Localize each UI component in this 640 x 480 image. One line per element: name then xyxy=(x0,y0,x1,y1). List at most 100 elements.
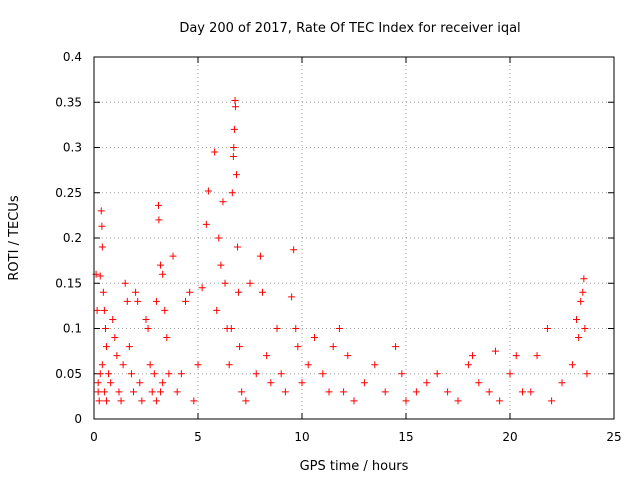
data-point xyxy=(215,234,223,242)
data-point xyxy=(454,397,462,405)
y-tick-label: 0.2 xyxy=(63,231,82,245)
data-point xyxy=(263,352,271,360)
data-point xyxy=(310,334,318,342)
data-point xyxy=(325,388,333,396)
data-point xyxy=(580,275,588,283)
data-point xyxy=(412,388,420,396)
data-point xyxy=(292,325,300,332)
data-point xyxy=(105,370,113,378)
data-point xyxy=(211,148,219,156)
data-point xyxy=(132,288,140,296)
data-point xyxy=(548,397,556,405)
data-point xyxy=(329,343,337,351)
data-point xyxy=(148,388,156,396)
data-point xyxy=(221,279,229,287)
data-point xyxy=(277,370,285,378)
data-point xyxy=(335,325,343,332)
data-point xyxy=(102,343,110,351)
data-point xyxy=(273,325,281,332)
y-tick-label: 0.35 xyxy=(55,95,82,109)
data-point xyxy=(228,189,236,197)
data-point xyxy=(113,352,121,360)
data-point xyxy=(99,288,107,296)
data-point xyxy=(242,397,250,405)
data-point xyxy=(573,315,581,323)
data-point xyxy=(155,216,163,224)
data-point xyxy=(433,370,441,378)
data-point xyxy=(127,370,135,378)
data-point xyxy=(109,315,117,323)
data-point xyxy=(229,153,237,161)
y-tick-label: 0 xyxy=(74,412,82,426)
data-point xyxy=(204,187,212,195)
data-point xyxy=(398,370,406,378)
data-point xyxy=(165,370,173,378)
data-point xyxy=(230,125,238,133)
data-point xyxy=(558,379,566,387)
data-point xyxy=(159,379,167,387)
data-point xyxy=(100,388,108,396)
x-axis-label: GPS time / hours xyxy=(300,459,409,474)
data-point xyxy=(230,144,238,151)
data-point xyxy=(402,397,410,405)
data-point xyxy=(161,306,169,314)
data-point xyxy=(319,370,327,378)
x-tick-label: 5 xyxy=(194,430,202,444)
data-point xyxy=(304,361,312,369)
data-point xyxy=(581,325,589,332)
data-point xyxy=(469,352,477,360)
data-point xyxy=(246,279,254,287)
data-point xyxy=(236,343,244,351)
data-point xyxy=(267,379,275,387)
data-point xyxy=(94,379,102,387)
data-point xyxy=(290,246,298,254)
data-point xyxy=(119,361,127,369)
data-point xyxy=(227,325,235,332)
data-point xyxy=(371,361,379,369)
data-point xyxy=(95,397,103,405)
data-point xyxy=(235,288,243,296)
y-tick-label: 0.25 xyxy=(55,186,82,200)
data-point xyxy=(100,306,108,314)
data-point xyxy=(350,397,358,405)
data-point xyxy=(252,370,260,378)
data-point xyxy=(102,397,110,405)
data-point xyxy=(518,388,526,396)
data-point xyxy=(217,261,225,269)
grid-lines xyxy=(94,57,614,419)
data-point xyxy=(97,207,105,215)
tick-labels: 0 5 10 15 20 25 0 0.05 0.1 0.15 0.2 0.25 0.3 0.35 0.4 xyxy=(55,50,621,444)
data-point xyxy=(506,370,514,378)
data-point xyxy=(194,361,202,369)
data-point xyxy=(281,388,289,396)
data-point xyxy=(98,361,106,369)
data-point xyxy=(173,388,181,396)
data-point xyxy=(231,96,239,104)
data-point xyxy=(496,397,504,405)
data-point xyxy=(125,343,133,351)
data-point xyxy=(298,379,306,387)
data-point xyxy=(123,297,131,305)
data-point xyxy=(444,388,452,396)
data-point xyxy=(96,272,104,280)
data-point xyxy=(360,379,368,387)
data-point xyxy=(344,352,352,360)
x-tick-label: 0 xyxy=(90,430,98,444)
data-point xyxy=(186,288,194,296)
y-tick-label: 0.3 xyxy=(63,141,82,155)
data-point xyxy=(98,222,106,230)
data-point xyxy=(575,334,583,342)
data-point xyxy=(101,325,109,332)
x-tick-label: 20 xyxy=(502,430,517,444)
data-point xyxy=(583,370,591,378)
data-point xyxy=(121,279,129,287)
data-point xyxy=(213,306,221,314)
y-tick-label: 0.15 xyxy=(55,276,82,290)
x-tick-label: 10 xyxy=(294,430,309,444)
data-point xyxy=(111,334,119,342)
data-point xyxy=(234,243,242,251)
data-point xyxy=(152,297,160,305)
data-point xyxy=(475,379,483,387)
data-point xyxy=(152,397,160,405)
